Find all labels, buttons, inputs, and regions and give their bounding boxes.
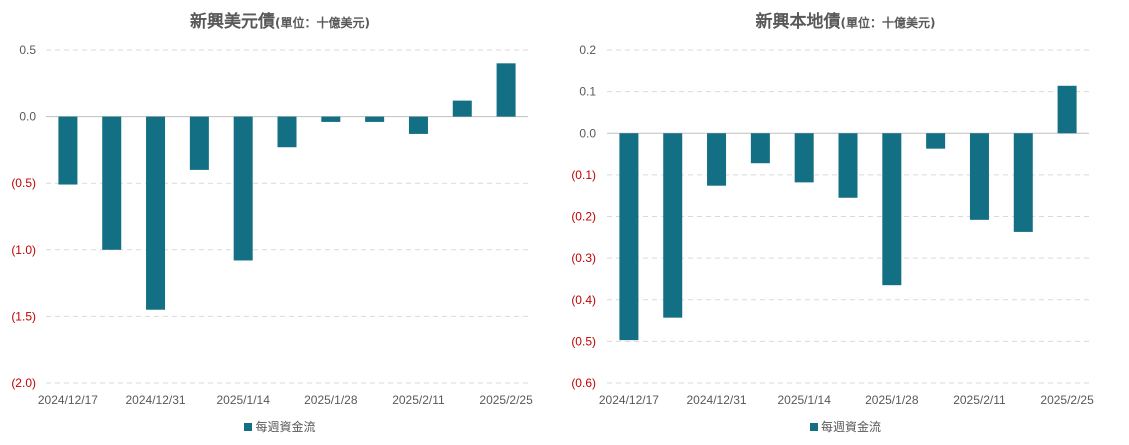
y-tick-label: (0.5) bbox=[11, 176, 36, 190]
x-tick-label: 2024/12/17 bbox=[38, 393, 98, 407]
y-tick-label: (1.0) bbox=[11, 243, 36, 257]
bar bbox=[619, 133, 639, 341]
y-tick-label: 0.0 bbox=[19, 110, 36, 124]
bar bbox=[1013, 133, 1033, 232]
x-tick-label: 2025/2/11 bbox=[953, 393, 1006, 407]
x-tick-label: 2025/2/11 bbox=[392, 393, 445, 407]
x-tick-label: 2024/12/31 bbox=[126, 393, 186, 407]
y-tick-label: (0.1) bbox=[571, 168, 596, 182]
bar bbox=[496, 63, 516, 117]
y-tick-label: (0.4) bbox=[571, 293, 596, 307]
bar bbox=[838, 133, 858, 198]
bar bbox=[926, 133, 946, 149]
chart-title-main: 新興美元債 bbox=[190, 12, 275, 32]
chart-legend: 每週資金流 bbox=[562, 418, 1129, 435]
bar bbox=[707, 133, 727, 186]
x-tick-label: 2024/12/31 bbox=[687, 393, 747, 407]
bar bbox=[146, 116, 166, 310]
legend-swatch bbox=[809, 422, 818, 431]
x-tick-label: 2025/1/28 bbox=[865, 393, 919, 407]
x-tick-label: 2024/12/17 bbox=[599, 393, 659, 407]
x-tick-label: 2025/2/25 bbox=[1040, 393, 1094, 407]
bar bbox=[321, 116, 341, 122]
bar bbox=[794, 133, 814, 183]
bar bbox=[277, 116, 297, 148]
y-tick-label: 0.1 bbox=[579, 85, 596, 99]
bar bbox=[233, 116, 253, 261]
bar bbox=[750, 133, 770, 164]
y-tick-label: (2.0) bbox=[11, 376, 36, 390]
y-tick-label: 0.2 bbox=[579, 43, 596, 57]
bar bbox=[452, 100, 472, 117]
bar bbox=[882, 133, 902, 286]
chart-panel-local-bonds: 新興本地債(單位：十億美元) 0.2 0.1 0.0 (0.1) (0.2) (0.3) (… bbox=[562, 0, 1129, 445]
bar bbox=[1057, 85, 1077, 134]
chart-plot-area: 0.20.10.0(0.1)(0.2)(0.3)(0.4)(0.5)(0.6)2… bbox=[571, 43, 1094, 407]
bar bbox=[58, 116, 78, 185]
chart-title: 新興美元債(單位：十億美元) bbox=[0, 7, 560, 32]
y-tick-label: (1.5) bbox=[11, 309, 36, 323]
y-tick-label: (0.3) bbox=[571, 251, 596, 265]
chart-panel-usd-bonds: 新興美元債(單位：十億美元) 0.5 0.0 (0.5) (1.0) (1.5) (2.0… bbox=[0, 0, 560, 445]
chart-legend: 每週資金流 bbox=[0, 418, 560, 435]
y-tick-label: 0.0 bbox=[579, 126, 596, 140]
x-tick-label: 2025/1/28 bbox=[304, 393, 358, 407]
chart-title-main: 新興本地債 bbox=[755, 12, 841, 32]
chart-title: 新興本地債(單位：十億美元) bbox=[562, 7, 1129, 32]
chart-title-sub: (單位：十億美元) bbox=[275, 16, 370, 30]
legend-label: 每週資金流 bbox=[255, 420, 316, 434]
bar bbox=[663, 133, 683, 318]
chart-plot-area: 0.5 0.0 (0.5) (1.0) (1.5) (2.0)2024/12/17 2024… bbox=[11, 43, 533, 407]
bar bbox=[365, 116, 385, 122]
x-tick-label: 2025/2/25 bbox=[479, 393, 533, 407]
bar bbox=[969, 133, 989, 220]
bar bbox=[102, 116, 122, 250]
x-tick-label: 2025/1/14 bbox=[777, 393, 831, 407]
bar bbox=[189, 116, 209, 170]
legend-swatch bbox=[244, 422, 253, 431]
legend-label: 每週資金流 bbox=[820, 420, 881, 434]
y-tick-label: 0.5 bbox=[19, 43, 36, 57]
y-tick-label: (0.2) bbox=[571, 210, 596, 224]
x-tick-label: 2025/1/14 bbox=[216, 393, 270, 407]
chart-title-sub: (單位：十億美元) bbox=[840, 16, 936, 30]
bar bbox=[408, 116, 428, 134]
y-tick-label: (0.5) bbox=[571, 334, 596, 348]
y-tick-label: (0.6) bbox=[571, 376, 596, 390]
